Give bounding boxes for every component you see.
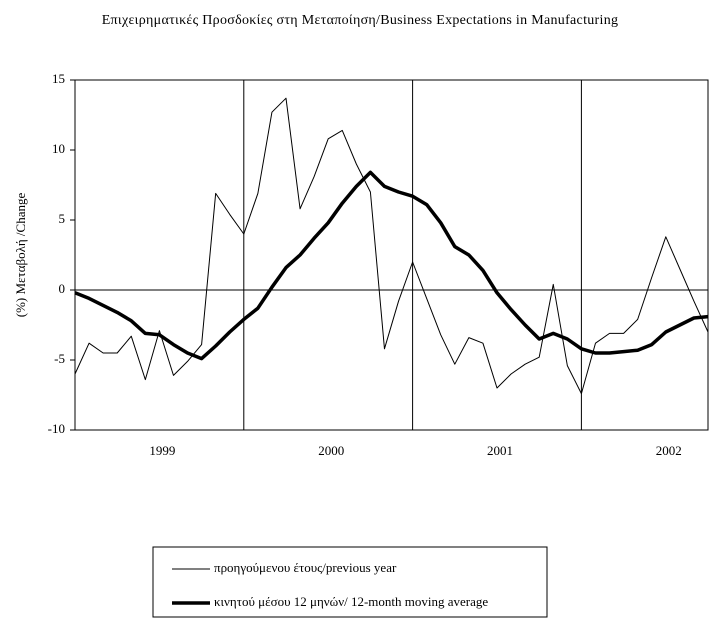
legend-label: κινητού μέσου 12 μηνών/ 12-month moving … — [214, 594, 488, 609]
y-tick-label: 0 — [59, 281, 66, 296]
series-line — [74, 170, 709, 361]
y-tick-label: 10 — [52, 141, 65, 156]
x-tick-label: 1999 — [149, 443, 175, 458]
legend-label: προηγούμενου έτους/previous year — [214, 560, 397, 575]
plot-frame — [74, 79, 709, 431]
y-tick-label: 5 — [59, 211, 66, 226]
y-tick-label: -5 — [54, 351, 65, 366]
legend-box — [152, 546, 548, 618]
y-tick-label: 15 — [52, 71, 65, 86]
y-tick-label: -10 — [48, 421, 65, 436]
x-tick-label: 2002 — [656, 443, 682, 458]
series-line — [74, 97, 709, 395]
x-tick-label: 2000 — [318, 443, 344, 458]
x-tick-label: 2001 — [487, 443, 513, 458]
y-axis-label: (%) Μεταβολή /Change — [13, 193, 28, 318]
chart-title: Επιχειρηματικές Προσδοκίες στη Μεταποίησ… — [101, 13, 619, 28]
